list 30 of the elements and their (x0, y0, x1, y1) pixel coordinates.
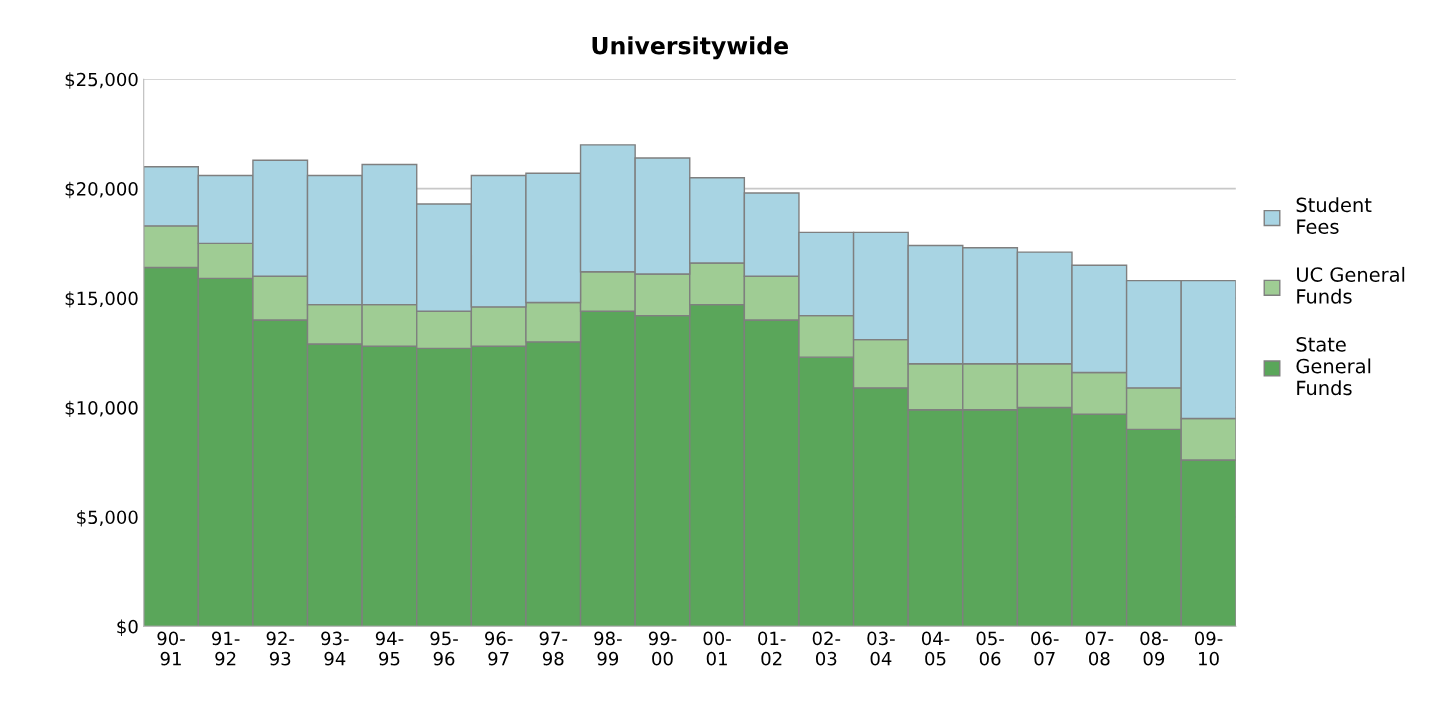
x-tick-label: 93- 94 (321, 631, 349, 666)
x-tick-label: 98- 99 (594, 631, 622, 666)
x-tick-label: 02- 03 (812, 631, 841, 666)
y-tick-label: $15,000 (65, 291, 138, 308)
x-tick-label: 07- 08 (1085, 631, 1114, 666)
x-tick-label: 94- 95 (375, 631, 404, 666)
y-tick-label: $0 (117, 619, 138, 636)
x-tick-label: 06- 07 (1031, 631, 1059, 666)
x-tick-label: 05- 06 (976, 631, 1004, 666)
y-tick-label: $20,000 (65, 181, 138, 199)
x-tick-label: 91- 92 (212, 631, 240, 666)
y-tick-label: $10,000 (65, 400, 138, 418)
x-tick-label: 95- 96 (430, 631, 458, 666)
x-tick-label: 08- 09 (1140, 631, 1168, 666)
x-tick-label: 92- 93 (266, 631, 295, 666)
legend-label: UC General Funds (1297, 266, 1405, 304)
y-tick-label: $5,000 (77, 510, 138, 527)
x-tick-label: 04- 05 (921, 631, 950, 666)
x-tick-label: 00- 01 (703, 631, 731, 666)
x-tick-label: 99- 00 (648, 631, 677, 666)
x-tick-label: 03- 04 (867, 631, 895, 666)
legend-label: Student Fees (1296, 197, 1372, 234)
x-tick-label: 90- 91 (157, 631, 185, 666)
chart-title: Universitywide (592, 36, 788, 60)
x-tick-label: 97- 98 (539, 631, 568, 666)
x-tick-label: 01- 02 (758, 631, 786, 666)
x-tick-label: 09- 10 (1194, 631, 1223, 666)
legend-label: State General Funds (1296, 337, 1371, 396)
x-tick-label: 96- 97 (485, 631, 513, 666)
y-tick-label: $25,000 (65, 72, 138, 89)
